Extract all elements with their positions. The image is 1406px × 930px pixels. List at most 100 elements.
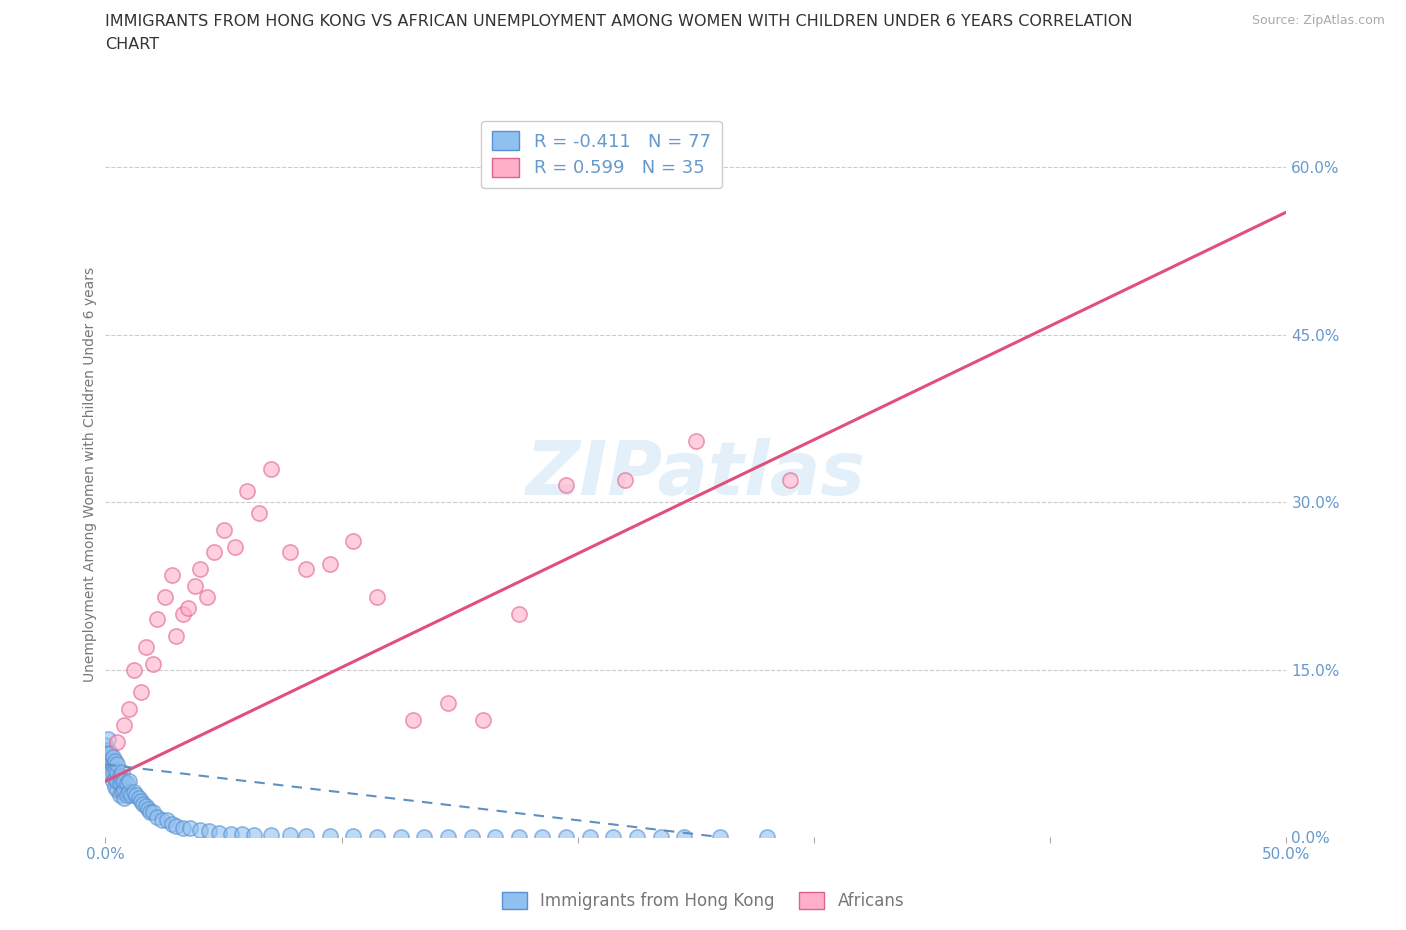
Point bbox=[172, 820, 194, 835]
Point bbox=[614, 472, 637, 487]
Point bbox=[389, 830, 412, 844]
Point bbox=[179, 820, 201, 835]
Point bbox=[555, 830, 578, 844]
Point bbox=[172, 606, 194, 621]
Point bbox=[673, 830, 696, 844]
Point bbox=[136, 802, 159, 817]
Point bbox=[243, 828, 266, 843]
Point bbox=[118, 774, 141, 789]
Text: ZIPatlas: ZIPatlas bbox=[526, 438, 866, 511]
Point bbox=[129, 794, 152, 809]
Point bbox=[111, 774, 134, 789]
Point bbox=[146, 809, 169, 824]
Point bbox=[437, 830, 460, 844]
Y-axis label: Unemployment Among Women with Children Under 6 years: Unemployment Among Women with Children U… bbox=[83, 267, 97, 682]
Point bbox=[188, 562, 211, 577]
Point bbox=[98, 753, 121, 768]
Text: Source: ZipAtlas.com: Source: ZipAtlas.com bbox=[1251, 14, 1385, 27]
Point bbox=[142, 805, 165, 820]
Point bbox=[165, 818, 187, 833]
Point bbox=[342, 534, 364, 549]
Point bbox=[602, 830, 624, 844]
Point bbox=[508, 606, 530, 621]
Point bbox=[709, 830, 731, 844]
Point bbox=[101, 774, 124, 789]
Point bbox=[104, 779, 127, 794]
Point bbox=[115, 787, 138, 802]
Point bbox=[231, 826, 253, 841]
Point bbox=[195, 590, 218, 604]
Point bbox=[101, 757, 124, 772]
Point bbox=[105, 764, 128, 779]
Point bbox=[135, 798, 157, 813]
Point bbox=[122, 785, 145, 800]
Point bbox=[260, 461, 283, 476]
Point bbox=[112, 790, 135, 805]
Legend: R = -0.411   N = 77, R = 0.599   N = 35: R = -0.411 N = 77, R = 0.599 N = 35 bbox=[481, 121, 721, 188]
Point bbox=[366, 590, 388, 604]
Point bbox=[212, 523, 235, 538]
Text: CHART: CHART bbox=[105, 37, 159, 52]
Point bbox=[94, 746, 117, 761]
Point bbox=[153, 590, 176, 604]
Point bbox=[508, 830, 530, 844]
Point bbox=[97, 753, 120, 768]
Point bbox=[578, 830, 600, 844]
Point bbox=[278, 828, 301, 843]
Point bbox=[165, 629, 187, 644]
Point bbox=[125, 787, 148, 802]
Point bbox=[184, 578, 207, 593]
Point bbox=[112, 783, 135, 798]
Point bbox=[208, 825, 231, 840]
Point bbox=[108, 787, 131, 802]
Point bbox=[342, 829, 364, 844]
Point bbox=[278, 545, 301, 560]
Point bbox=[97, 742, 120, 757]
Point bbox=[247, 506, 270, 521]
Point bbox=[98, 764, 121, 779]
Point bbox=[626, 830, 648, 844]
Point bbox=[555, 478, 578, 493]
Point bbox=[484, 830, 506, 844]
Point bbox=[105, 774, 128, 789]
Point bbox=[108, 768, 131, 783]
Point bbox=[366, 830, 388, 844]
Point bbox=[135, 640, 157, 655]
Point bbox=[108, 776, 131, 790]
Point bbox=[129, 684, 152, 699]
Point bbox=[104, 753, 127, 768]
Point bbox=[260, 828, 283, 843]
Point bbox=[122, 662, 145, 677]
Point bbox=[128, 790, 150, 805]
Point bbox=[160, 817, 183, 831]
Point bbox=[111, 785, 134, 800]
Point bbox=[156, 813, 179, 828]
Point bbox=[101, 764, 124, 779]
Point bbox=[97, 731, 120, 746]
Point bbox=[219, 826, 242, 841]
Point bbox=[104, 772, 127, 787]
Point bbox=[224, 539, 246, 554]
Point bbox=[120, 787, 142, 802]
Point bbox=[755, 830, 778, 844]
Point bbox=[98, 746, 121, 761]
Point bbox=[198, 824, 221, 839]
Point bbox=[115, 776, 138, 790]
Legend: Immigrants from Hong Kong, Africans: Immigrants from Hong Kong, Africans bbox=[495, 885, 911, 917]
Point bbox=[401, 712, 423, 727]
Point bbox=[319, 556, 342, 571]
Point bbox=[105, 783, 128, 798]
Point bbox=[236, 484, 259, 498]
Point bbox=[413, 830, 436, 844]
Point bbox=[139, 805, 162, 820]
Point bbox=[118, 785, 141, 800]
Point bbox=[132, 796, 155, 811]
Point bbox=[160, 567, 183, 582]
Point bbox=[105, 735, 128, 750]
Point bbox=[177, 601, 200, 616]
Point bbox=[150, 813, 173, 828]
Point bbox=[202, 545, 225, 560]
Point bbox=[295, 562, 318, 577]
Point bbox=[105, 757, 128, 772]
Point bbox=[437, 696, 460, 711]
